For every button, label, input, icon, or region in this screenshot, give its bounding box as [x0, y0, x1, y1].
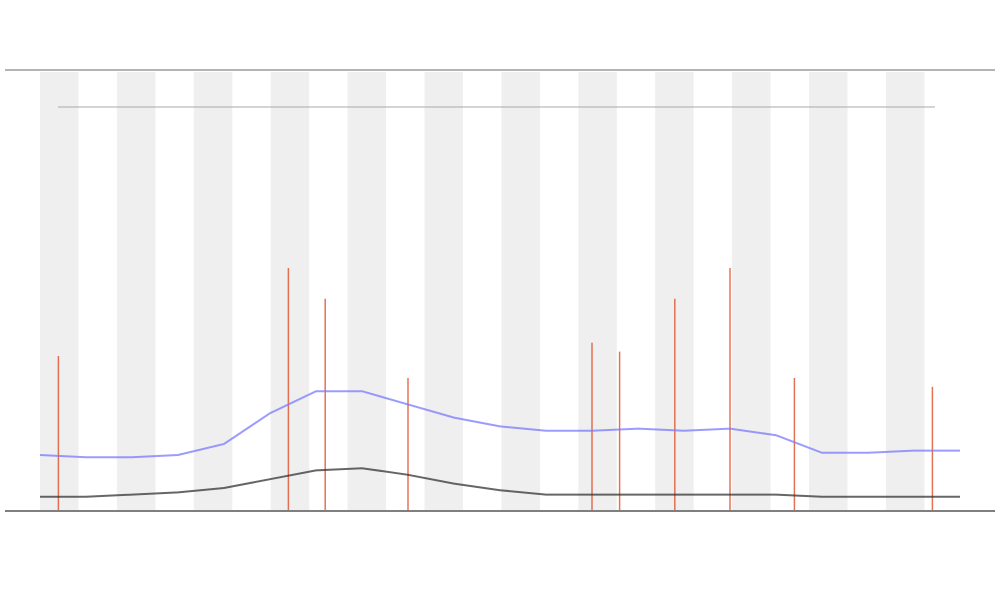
- band: [501, 72, 540, 510]
- band: [809, 72, 848, 510]
- band: [732, 72, 771, 510]
- band: [424, 72, 463, 510]
- band: [885, 72, 925, 510]
- band: [116, 72, 156, 510]
- band: [40, 72, 79, 510]
- series-line: [39, 390, 960, 459]
- band: [193, 72, 233, 510]
- band: [270, 72, 310, 510]
- band: [347, 72, 387, 510]
- series-line: [40, 467, 960, 498]
- background-bands: [40, 72, 925, 510]
- band: [578, 72, 617, 510]
